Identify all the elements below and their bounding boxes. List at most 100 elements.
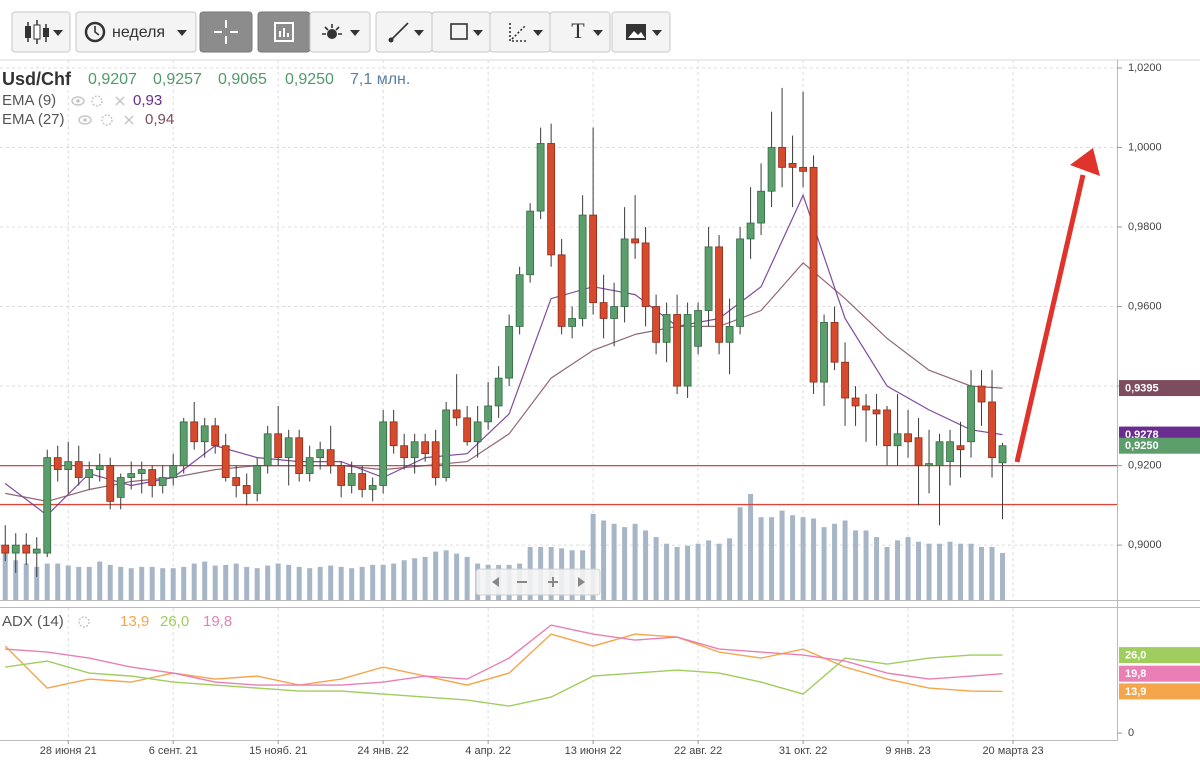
candle-body (830, 322, 839, 363)
last-price-tag-bg (1119, 437, 1200, 454)
panel-icon (274, 22, 294, 42)
clock-icon (84, 21, 106, 43)
indicator-tag: 26,0 (1125, 650, 1146, 662)
indicator-legend-value: 13,9 (120, 613, 149, 630)
volume-bar (401, 560, 407, 600)
candle-body (893, 433, 902, 447)
volume-bar (2, 553, 8, 600)
volume-bar (65, 565, 71, 600)
ema-legend-name: EMA (9) (2, 92, 56, 109)
line-tool-button[interactable] (375, 11, 433, 53)
candle-body (358, 473, 367, 490)
text-tool-button[interactable] (549, 11, 611, 53)
line-icon-end (388, 37, 394, 43)
volume-bar (905, 537, 911, 600)
volume-bar (937, 543, 943, 600)
volume-bar (275, 563, 281, 600)
volume-bar (55, 563, 61, 600)
period-button[interactable] (75, 11, 197, 53)
volume-bar (181, 566, 187, 600)
panel-bars (279, 28, 289, 37)
volume-bar (790, 515, 796, 600)
y-tick-label: 1,0200 (1128, 62, 1162, 74)
candle-body (158, 477, 167, 486)
nav-left[interactable] (492, 577, 499, 587)
volume-bar (800, 517, 806, 600)
volume-bar (1000, 552, 1006, 600)
ema-line (4, 193, 1003, 517)
candle-body (620, 238, 629, 307)
candle-body (169, 465, 178, 478)
shape-icon (450, 23, 468, 40)
volume-bar (779, 510, 785, 600)
volume-bar (611, 523, 617, 600)
volume-bar (979, 547, 985, 600)
dropdown-caret (593, 30, 603, 36)
candle-body (841, 361, 849, 399)
candle-body (421, 441, 430, 455)
candle-body (641, 242, 650, 307)
volume-bar (842, 520, 848, 600)
candle-body (32, 548, 41, 554)
volume-bar (968, 543, 974, 600)
indicators-icon (322, 24, 360, 39)
candle-body (200, 425, 209, 443)
volume-bar (748, 494, 754, 600)
candle-body (106, 465, 115, 502)
volume-bar (947, 541, 953, 600)
candle-body (578, 214, 587, 319)
candle-body (368, 485, 377, 490)
arrow-head (1070, 148, 1100, 176)
volume-bar (391, 563, 397, 600)
volume-bar (632, 523, 638, 600)
fib-icon (509, 23, 528, 42)
volume-bar (286, 564, 292, 600)
candle-body (610, 306, 619, 319)
candle-body (221, 445, 230, 478)
candle-body (211, 425, 220, 447)
volume-bar (13, 560, 19, 600)
candle-body (442, 409, 451, 478)
volume-bar (622, 527, 628, 600)
chart-type-button[interactable] (11, 11, 71, 53)
volume-bar (758, 517, 764, 600)
nav-zoom-in[interactable] (548, 577, 558, 587)
candle-body (536, 143, 545, 212)
candle-body (872, 409, 881, 415)
candle-body (925, 463, 933, 466)
candle-body (43, 457, 52, 554)
crosshair-button[interactable] (199, 11, 253, 53)
candle-body (232, 477, 241, 486)
indicator-line (5, 624, 1003, 686)
volume-bar (958, 543, 964, 600)
candle-body (715, 246, 723, 343)
candle-body (956, 445, 965, 451)
dropdown-caret (652, 30, 662, 36)
candle-icon (25, 20, 63, 44)
candle-body (967, 385, 975, 443)
x-tick-label: 24 янв. 22 (357, 745, 409, 757)
candle-body (935, 441, 944, 466)
volume-bar (223, 564, 229, 600)
candle-body (788, 162, 797, 168)
candle-body (631, 238, 640, 244)
candle-body (148, 469, 157, 486)
indicators-button[interactable] (309, 11, 371, 53)
candle-body (452, 409, 461, 419)
candle-body (662, 314, 671, 343)
y2-tick-label: 0 (1128, 727, 1134, 739)
volume-bar (244, 566, 250, 600)
dropdown-caret (414, 30, 424, 36)
candle-body (998, 445, 1007, 464)
x-tick-label: 31 окт. 22 (779, 745, 828, 757)
volume-bar (160, 568, 166, 600)
volume-bar (737, 507, 743, 600)
nav-right[interactable] (578, 577, 585, 587)
candle-body (263, 433, 272, 466)
trend-arrow (1014, 148, 1100, 463)
candle-body (379, 421, 388, 486)
volume-bar (23, 563, 29, 600)
volume-bar (317, 566, 323, 600)
clock-hands (94, 26, 100, 36)
